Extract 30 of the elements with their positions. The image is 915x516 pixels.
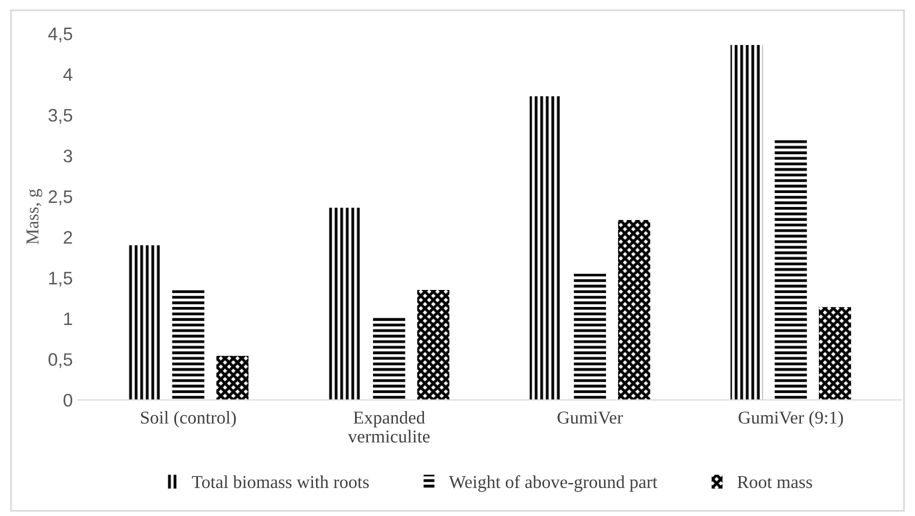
bar (730, 44, 763, 400)
x-tick-label: Expanded vermiculite (348, 411, 430, 443)
legend-label: Total biomass with roots (192, 475, 369, 488)
y-tick-label: 1,5 (49, 272, 72, 287)
y-tick-label: 1 (64, 312, 72, 326)
bar (618, 220, 650, 400)
y-tick-label: 3 (64, 150, 72, 162)
y-tick-label: 3,5 (48, 108, 72, 124)
bar (530, 96, 562, 400)
bar (373, 316, 406, 400)
bar (328, 208, 361, 400)
y-tick-label: 0,5 (48, 353, 72, 368)
legend-label: Weight of above-ground part (448, 475, 658, 492)
bar (574, 274, 606, 400)
y-tick-label: 2 (64, 231, 72, 244)
bar (216, 356, 248, 400)
bar (172, 288, 204, 400)
y-tick-label: 2,5 (48, 190, 72, 206)
y-axis-title: Mass, g (26, 188, 42, 244)
x-tick-label: Soil (control) (141, 411, 236, 428)
x-tick-label: GumiVer (9:1) (738, 411, 843, 428)
y-tick-label: 4 (63, 68, 72, 81)
bar (774, 138, 807, 400)
bar (818, 307, 852, 400)
y-tick-label: 4,5 (48, 28, 72, 42)
bar (128, 245, 160, 400)
y-tick-label: 0 (64, 394, 72, 407)
x-tick-label: GumiVer (558, 412, 623, 424)
legend-label: Root mass (737, 476, 812, 488)
bar (417, 290, 450, 400)
